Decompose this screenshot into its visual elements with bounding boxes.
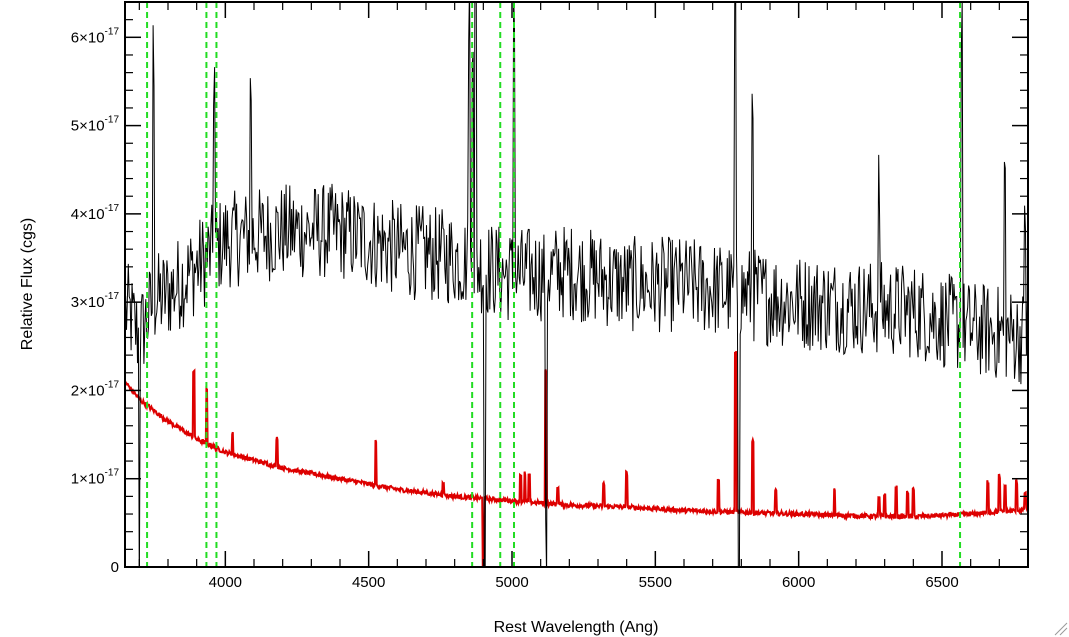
y-tick-label: 1×10-17 (71, 468, 120, 488)
x-axis-title: Rest Wavelength (Ang) (494, 619, 659, 636)
y-tick-label: 5×10-17 (71, 115, 120, 135)
y-axis-title: Relative Flux (cgs) (19, 218, 36, 350)
x-tick-label: 6500 (925, 574, 958, 591)
series-line-observed-spectrum (125, 2, 1028, 567)
x-tick-label: 4000 (209, 574, 242, 591)
y-tick-label: 3×10-17 (71, 291, 120, 311)
y-tick-label: 6×10-17 (71, 26, 120, 46)
series-line-model-spectrum (125, 350, 1028, 567)
y-tick-label: 4×10-17 (71, 203, 120, 223)
x-tick-label: 5500 (639, 574, 672, 591)
x-tick-label: 4500 (352, 574, 385, 591)
x-tick-label: 6000 (782, 574, 815, 591)
axes-frame (124, 1, 1029, 568)
resize-grip-icon[interactable] (1054, 622, 1068, 636)
x-tick-label: 5000 (495, 574, 528, 591)
axis-ticks (125, 2, 1029, 568)
y-tick-label: 2×10-17 (71, 379, 120, 399)
plot-area (125, 2, 1028, 567)
y-tick-label: 0 (111, 559, 119, 576)
